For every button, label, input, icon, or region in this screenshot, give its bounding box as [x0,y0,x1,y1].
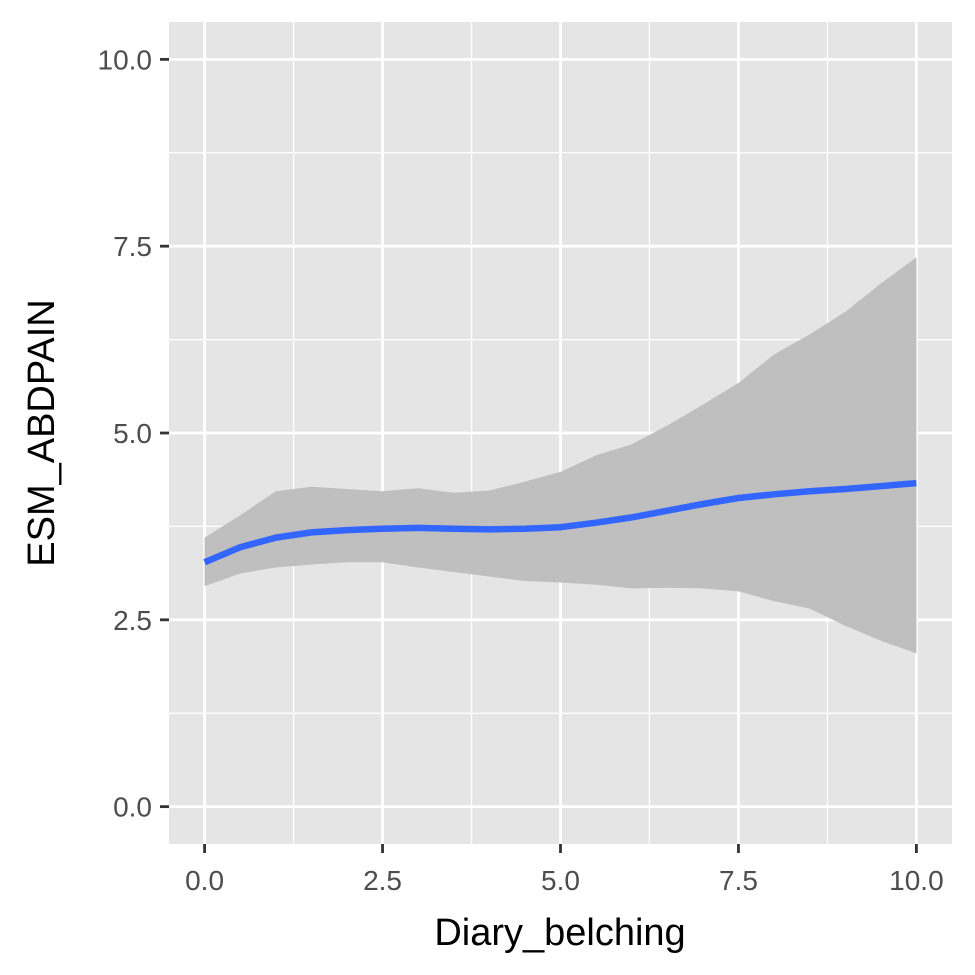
y-axis-title: ESM_ABDPAIN [21,299,63,566]
major-gridlines [169,22,952,844]
x-tick-label: 0.0 [185,865,224,896]
x-axis: 0.0 2.5 5.0 7.5 10.0 [185,844,944,896]
x-tick-label: 2.5 [363,865,402,896]
x-tick-label: 5.0 [541,865,580,896]
confidence-band [204,257,917,654]
y-tick-label: 0.0 [113,792,152,823]
x-axis-title: Diary_belching [434,912,685,954]
y-axis: 0.0 2.5 5.0 7.5 10.0 [98,44,169,823]
smooth-fit-line [203,479,917,566]
y-tick-label: 10.0 [98,44,153,75]
y-tick-label: 7.5 [113,231,152,262]
y-tick-label: 5.0 [113,418,152,449]
x-tick-label: 7.5 [719,865,758,896]
x-tick-label: 10.0 [889,865,944,896]
y-tick-label: 2.5 [113,605,152,636]
